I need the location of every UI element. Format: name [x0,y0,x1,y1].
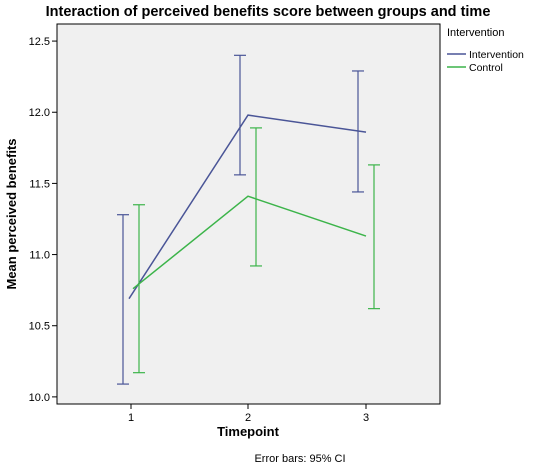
chart-title: Interaction of perceived benefits score … [46,4,491,20]
y-tick-label: 12.0 [29,107,50,119]
x-axis: 1 2 3 [128,404,369,424]
footnote: Error bars: 95% CI [254,453,345,465]
legend-label: Control [469,62,503,74]
y-tick-label: 10.0 [29,392,50,404]
y-axis: 10.0 10.5 11.0 11.5 12.0 12.5 [29,36,57,404]
series-line [132,195,367,290]
series-control [132,127,380,374]
plot-area [56,23,441,405]
y-tick-label: 12.5 [29,36,50,48]
series-layer [117,54,380,385]
legend-label: Intervention [469,49,524,61]
y-axis-label: Mean perceived benefits [4,139,19,290]
y-tick-label: 11.0 [29,250,50,262]
y-tick-label: 10.5 [29,321,50,333]
x-axis-label: Timepoint [217,424,280,439]
x-tick-label: 1 [128,412,134,424]
legend-title: Intervention [447,27,504,39]
x-tick-label: 3 [363,412,369,424]
series-intervention [117,54,367,385]
x-tick-label: 2 [245,412,251,424]
series-line [128,114,367,300]
y-tick-label: 11.5 [29,178,50,190]
